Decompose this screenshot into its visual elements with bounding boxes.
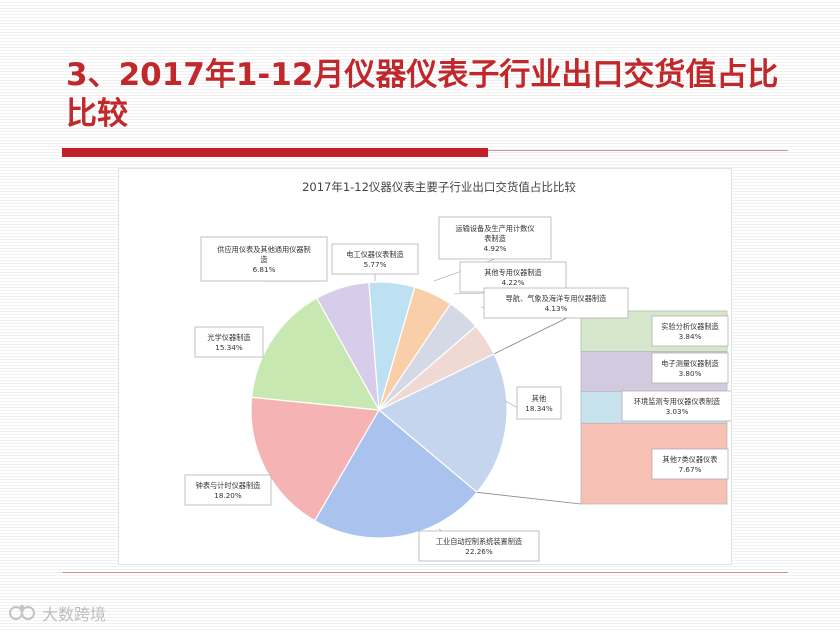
watermark: 大数跨境 (8, 600, 106, 626)
footer-rule (62, 572, 788, 573)
brand-logo-icon (9, 604, 35, 620)
label-name: 供应用仪表及其他通用仪器制 (217, 245, 310, 254)
label-name: 表制造 (484, 234, 506, 243)
label-name: 电工仪器仪表制造 (346, 250, 404, 259)
breakdown-connector-bottom (476, 491, 582, 505)
label-name: 钟表与计时仪器制造 (196, 481, 261, 490)
label-name: 环境监测专用仪器仪表制造 (634, 397, 720, 406)
label-name: 造 (260, 255, 267, 264)
title-underline-bar (62, 148, 488, 157)
label-box (516, 386, 562, 420)
pie-slice-0 (377, 353, 508, 494)
label-name: 导航、气象及海洋专用仪器制造 (506, 294, 607, 303)
pie-slice-1 (313, 409, 478, 539)
label-name: 实验分析仪器制造 (661, 322, 719, 331)
label-box (200, 236, 328, 282)
label-percent: 3.03% (666, 407, 689, 416)
label-percent: 4.92% (484, 244, 507, 253)
pie-slice-2 (250, 396, 380, 522)
label-name: 工业自动控制系统装置制造 (436, 537, 522, 546)
label-name: 电子测量仪器制造 (661, 359, 719, 368)
label-percent: 5.77% (364, 260, 387, 269)
label-percent: 4.22% (502, 278, 525, 287)
label-percent: 7.67% (679, 465, 702, 474)
label-box (438, 216, 552, 260)
label-percent: 15.34% (215, 343, 243, 352)
label-percent: 22.26% (465, 547, 493, 556)
label-box (651, 352, 729, 384)
label-box (621, 390, 731, 422)
label-name: 其他7类仪器仪表 (663, 455, 718, 464)
label-percent: 18.34% (525, 404, 553, 413)
label-name: 其他专用仪器制造 (484, 268, 542, 277)
label-box (483, 287, 629, 319)
label-box (651, 315, 729, 347)
label-percent: 3.80% (679, 369, 702, 378)
label-percent: 18.20% (214, 491, 242, 500)
label-percent: 4.13% (545, 304, 568, 313)
title-underline-rule (488, 150, 788, 151)
slide-title: 3、2017年1-12月仪器仪表子行业出口交货值占比比较 (66, 57, 779, 132)
chart-panel: 2017年1-12仪器仪表主要子行业出口交货值占比比较 其他 18.34% 工业自动… (118, 168, 732, 565)
label-box (418, 530, 540, 562)
label-name: 其他 (532, 394, 546, 403)
label-box (651, 448, 729, 480)
label-box (184, 474, 272, 506)
label-percent: 3.84% (679, 332, 702, 341)
chart-title: 2017年1-12仪器仪表主要子行业出口交货值占比比较 (302, 180, 576, 194)
label-name: 运输设备及生产用计数仪 (455, 224, 534, 233)
label-name: 光学仪器制造 (207, 333, 250, 342)
label-box (459, 261, 567, 293)
label-percent: 6.81% (253, 265, 276, 274)
pie-slice-3 (250, 297, 381, 411)
watermark-text: 大数跨境 (42, 605, 107, 624)
label-box (194, 326, 264, 358)
label-box (331, 243, 419, 275)
